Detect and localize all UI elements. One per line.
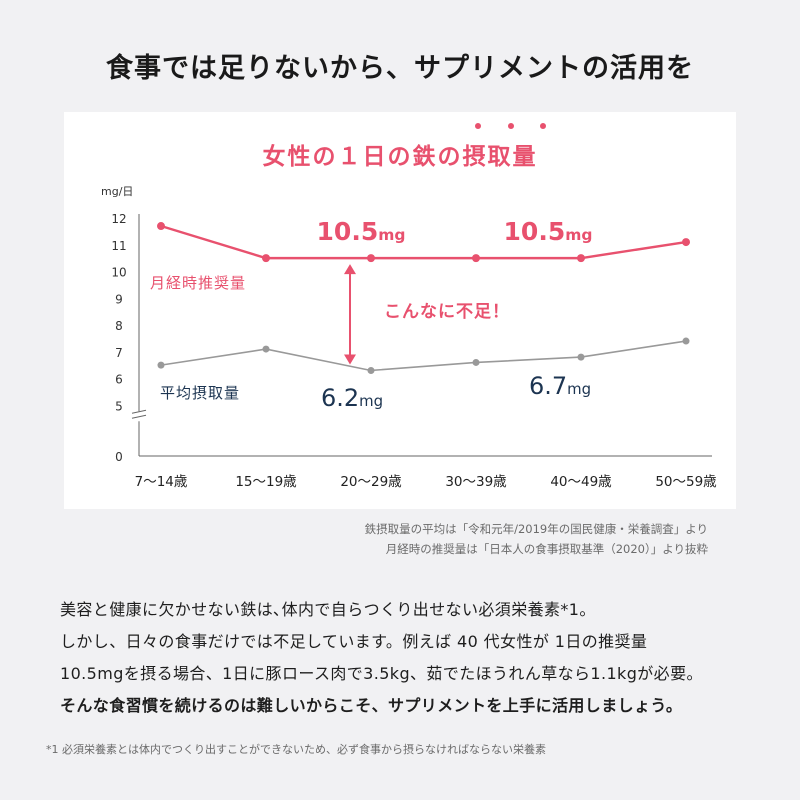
x-tick-label: 30〜39歳 — [445, 474, 507, 490]
source-note: 鉄摂取量の平均は「令和元年/2019年の国民健康・栄養調査」より 月経時の推奨量… — [365, 519, 708, 559]
y-tick-label: 6 — [115, 373, 123, 387]
gap-arrow-head — [344, 354, 356, 365]
series-point — [262, 345, 270, 353]
x-tick-label: 50〜59歳 — [655, 474, 717, 490]
body-line: しかし、日々の食事だけでは不足しています。例えば 40 代女性が 1日の推奨量 — [60, 632, 648, 651]
series-point — [682, 238, 690, 247]
x-tick-label: 40〜49歳 — [550, 474, 612, 490]
series-point — [262, 254, 270, 263]
gap-arrow-head — [344, 264, 356, 275]
series-point — [157, 361, 165, 369]
x-tick-label: 20〜29歳 — [340, 474, 402, 490]
source-line: 月経時の推奨量は「日本人の食事摂取基準（2020）」より抜粋 — [385, 542, 708, 556]
emphasis-dot — [508, 123, 514, 129]
footnote: *1 必須栄養素とは体内でつくり出すことができないため、必ず食事から摂らなければ… — [46, 743, 546, 756]
series-point — [472, 358, 480, 366]
series-line — [160, 340, 687, 372]
body-line: 10.5mgを摂る場合、1日に豚ロース肉で3.5kg、茹でたほうれん草なら1.1… — [60, 664, 703, 683]
series-point — [367, 254, 375, 263]
source-line: 鉄摂取量の平均は「令和元年/2019年の国民健康・栄養調査」より — [364, 522, 708, 536]
axis-break-mark — [131, 414, 147, 419]
iron-intake-chart: 女性の１日の鉄の摂取量 mg/日 12 11 10 9 8 7 6 5 0 7〜14歳 15〜19歳 20… — [101, 123, 717, 490]
body-line-emphasis: そんな食習慣を続けるのは難しいからこそ、サプリメントを上手に活用しましょう。 — [60, 696, 683, 715]
chart-title: 女性の１日の鉄の摂取量 — [263, 143, 538, 170]
series-point — [577, 254, 585, 263]
x-tick-label: 15〜19歳 — [235, 474, 297, 490]
y-tick-label: 10 — [111, 266, 126, 280]
x-tick-label: 7〜14歳 — [135, 474, 188, 490]
emphasis-dot — [540, 123, 546, 129]
body-text: 美容と健康に欠かせない鉄は､体内で自らつくり出せない必須栄養素*1。 しかし、日… — [60, 594, 760, 722]
series-label: 月経時推奨量 — [150, 274, 246, 292]
series-point — [157, 222, 165, 231]
y-tick-label: 5 — [115, 399, 123, 413]
y-tick-label: 0 — [115, 450, 123, 464]
y-tick-label: 7 — [115, 346, 123, 360]
y-tick-label: 11 — [111, 239, 126, 253]
axis-break-mark — [131, 409, 147, 414]
headline: 食事では足りないから、サプリメントの活用を — [106, 53, 694, 84]
series-label: 平均摂取量 — [160, 384, 240, 402]
data-label: 6.7mg — [529, 372, 591, 400]
y-unit-label: mg/日 — [101, 185, 133, 198]
series-point — [577, 353, 585, 361]
y-tick-label: 9 — [115, 292, 123, 306]
series-line — [160, 224, 687, 260]
chart-panel: 女性の１日の鉄の摂取量 mg/日 12 11 10 9 8 7 6 5 0 7〜14歳 15〜19歳 20… — [64, 112, 736, 509]
data-label: 10.5mg — [504, 217, 593, 246]
y-tick-label: 12 — [111, 212, 126, 226]
data-label: 10.5mg — [317, 217, 406, 246]
data-label: 6.2mg — [321, 384, 383, 412]
series-point — [367, 366, 375, 374]
body-line: 美容と健康に欠かせない鉄は､体内で自らつくり出せない必須栄養素*1。 — [60, 600, 596, 619]
series-point — [472, 254, 480, 263]
series-point — [682, 337, 690, 345]
gap-label: こんなに不足！ — [384, 302, 510, 322]
y-tick-label: 8 — [115, 319, 123, 333]
emphasis-dot — [475, 123, 481, 129]
